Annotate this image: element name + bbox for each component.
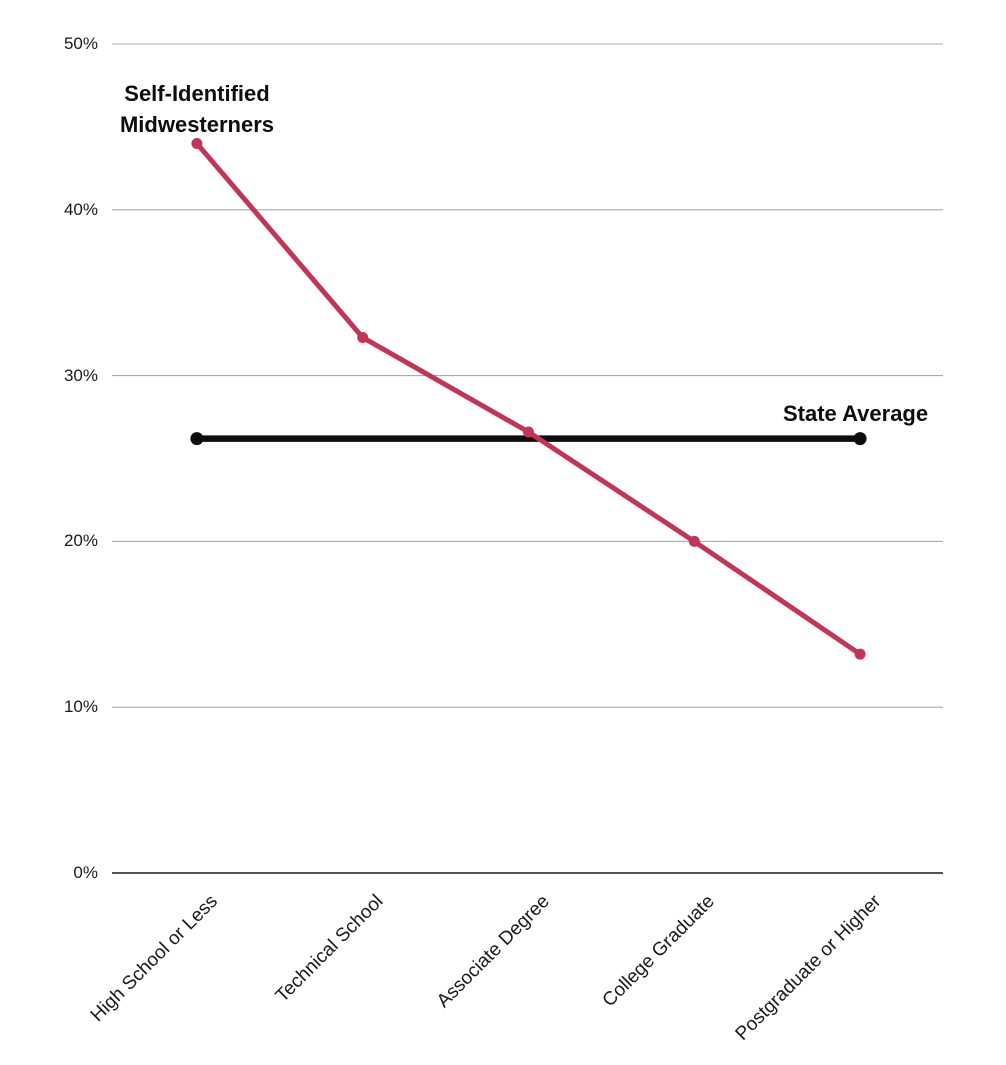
state-average-endpoint	[190, 432, 204, 446]
midwesterners-data-point	[191, 137, 203, 149]
midwesterners-data-point	[854, 648, 866, 660]
y-tick-label-0: 0%	[73, 863, 98, 882]
series-label-self-identified-midwesterners: Self-Identified Midwesterners	[120, 78, 274, 140]
y-tick-label-40: 40%	[63, 199, 98, 219]
y-tick-label-10: 10%	[63, 697, 98, 717]
midwesterners-line	[194, 140, 863, 657]
midwesterners-data-point	[523, 426, 534, 438]
state-average-endpoint	[853, 432, 867, 446]
series-label-state-average: State Average	[783, 401, 929, 426]
midwesterners-data-point	[357, 331, 369, 343]
y-tick-label-20: 20%	[63, 531, 98, 551]
y-tick-label-50: 50%	[63, 34, 98, 53]
midwesterners-data-point	[688, 535, 700, 547]
series-label-midwesterners-line1: Self-Identified	[124, 81, 270, 106]
series-label-midwesterners-line2: Midwesterners	[119, 112, 275, 137]
y-tick-label-30: 30%	[63, 365, 98, 385]
